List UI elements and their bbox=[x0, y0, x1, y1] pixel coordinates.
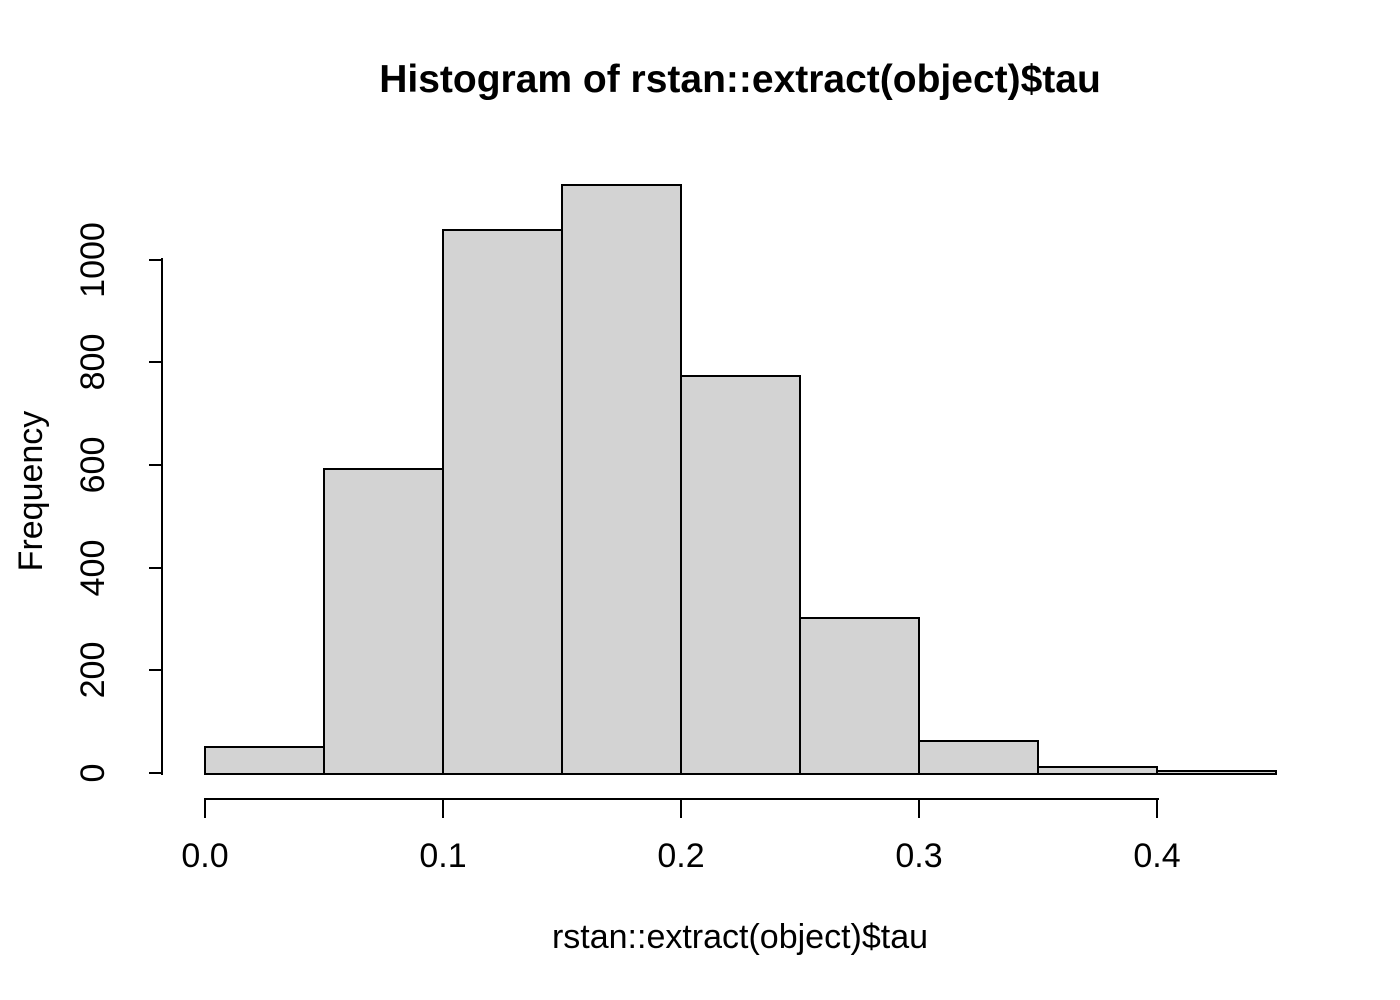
y-tick-label: 1000 bbox=[74, 221, 112, 298]
histogram-bar bbox=[442, 229, 563, 775]
x-tick-label: 0.1 bbox=[419, 837, 467, 875]
histogram-bar bbox=[680, 375, 801, 775]
histogram-bar bbox=[561, 183, 682, 775]
x-tick-label: 0.3 bbox=[895, 837, 943, 875]
x-axis-title: rstan::extract(object)$tau bbox=[551, 918, 929, 956]
y-axis-line bbox=[161, 258, 163, 775]
x-axis-tick bbox=[1156, 799, 1158, 818]
histogram-bar bbox=[799, 616, 920, 775]
histogram-bar bbox=[323, 468, 444, 775]
histogram-bar bbox=[204, 745, 325, 775]
x-axis-tick bbox=[442, 799, 444, 818]
x-axis-tick bbox=[918, 799, 920, 818]
y-axis-title: Frequency bbox=[12, 410, 50, 572]
x-axis-tick bbox=[680, 799, 682, 818]
histogram-bar bbox=[1156, 769, 1277, 775]
y-axis-tick bbox=[149, 566, 162, 569]
y-axis-tick bbox=[149, 258, 162, 261]
y-axis-tick bbox=[149, 772, 162, 774]
y-axis-tick bbox=[149, 463, 162, 466]
chart-title: Histogram of rstan::extract(object)$tau bbox=[379, 58, 1101, 101]
x-tick-label: 0.0 bbox=[181, 837, 229, 875]
x-tick-label: 0.4 bbox=[1133, 837, 1181, 875]
histogram-bar bbox=[1037, 765, 1158, 775]
y-axis-tick bbox=[149, 669, 162, 672]
histogram-bar bbox=[918, 739, 1039, 775]
y-axis-tick bbox=[149, 361, 162, 364]
x-tick-label: 0.2 bbox=[657, 837, 705, 875]
x-axis-tick bbox=[204, 799, 206, 818]
